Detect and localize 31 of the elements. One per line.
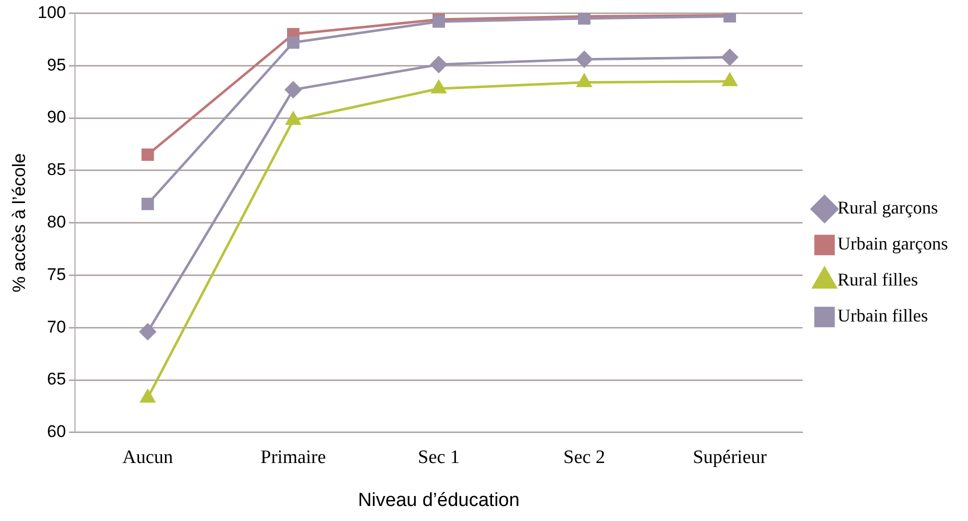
y-tick-label: 90 [47, 108, 66, 127]
point [430, 56, 447, 73]
point [142, 198, 154, 210]
y-tick-label: 75 [47, 264, 66, 284]
point [576, 51, 593, 68]
point [287, 36, 300, 49]
y-tick-label: 60 [47, 422, 66, 442]
y-tick-label: 80 [47, 212, 66, 232]
x-axis-title: Niveau d’éducation [358, 490, 520, 511]
x-tick-label: Sec 1 [418, 446, 460, 468]
y-tick-label: 85 [47, 160, 66, 180]
point [139, 324, 156, 340]
point [284, 81, 302, 98]
legend-label: Rural garçons [838, 198, 938, 218]
y-tick-label: 65 [47, 370, 66, 389]
y-axis-title: % accès à l’école [8, 153, 29, 292]
x-tick-label: Supérieur [692, 446, 768, 468]
y-tick-label: 100 [38, 2, 66, 22]
x-tick-label: Aucun [122, 446, 174, 468]
point [576, 74, 592, 88]
x-tick-label: Primaire [260, 446, 326, 468]
point [140, 390, 156, 403]
point [142, 148, 154, 161]
y-tick-label: 70 [47, 317, 66, 336]
y-tick-label: 95 [47, 55, 66, 74]
legend-label: Rural filles [838, 270, 918, 290]
legend-label: Urbain filles [838, 306, 928, 326]
legend-label: Urbain garçons [838, 234, 948, 254]
point [722, 48, 738, 66]
point [722, 73, 738, 86]
x-tick-label: Sec 2 [563, 446, 606, 468]
